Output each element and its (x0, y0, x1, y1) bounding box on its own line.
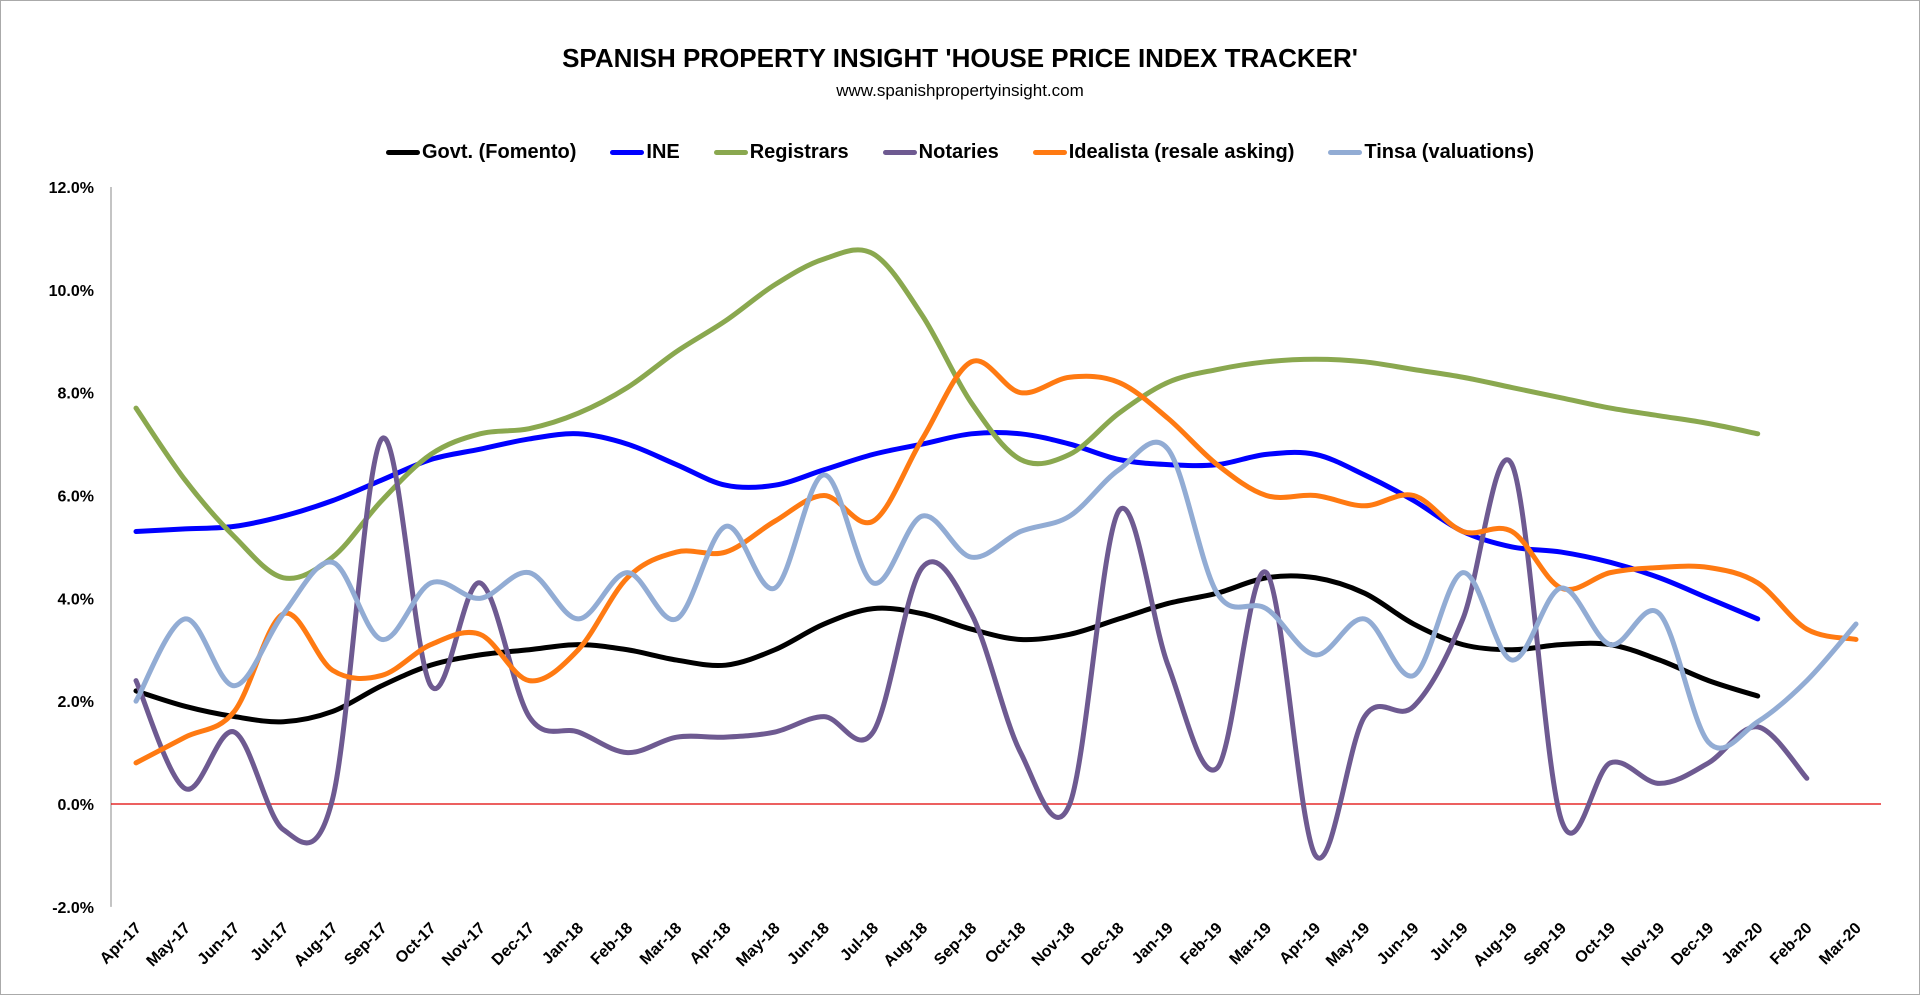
x-tick-label: Jun-19 (1374, 920, 1423, 969)
x-tick-label: Oct-18 (982, 920, 1029, 967)
legend-item: Notaries (882, 141, 999, 164)
legend-swatch (713, 150, 748, 155)
legend-label: Registrars (749, 141, 849, 163)
legend-label: Tinsa (valuations) (1364, 141, 1535, 163)
legend-label: Govt. (Fomento) (421, 141, 577, 163)
legend-label: INE (646, 141, 680, 163)
x-tick-label: Jul-17 (248, 920, 293, 965)
x-tick-label: Apr-19 (1276, 920, 1324, 968)
x-tick-label: Jan-18 (539, 920, 587, 968)
legend-item: INE (610, 141, 680, 164)
x-tick-label: May-18 (733, 920, 783, 970)
x-tick-label: Mar-18 (637, 920, 686, 969)
series-line-govt-fomento (133, 573, 1761, 725)
x-tick-label: Jan-19 (1129, 920, 1177, 968)
legend-item: Idealista (resale asking) (1032, 141, 1295, 164)
y-tick-label: 8.0% (58, 386, 94, 403)
legend-swatch (1328, 150, 1363, 155)
y-tick-label: 6.0% (58, 489, 94, 506)
x-tick-label: Jul-18 (837, 920, 882, 965)
x-tick-label: Jun-18 (784, 920, 833, 969)
x-tick-label: Nov-19 (1619, 920, 1669, 970)
legend-swatch (385, 150, 420, 155)
y-tick-label: -2.0% (52, 900, 94, 917)
x-tick-label: Feb-18 (588, 920, 637, 969)
x-tick-label: Aug-19 (1470, 920, 1520, 970)
x-tick-label: Dec-18 (1079, 920, 1128, 969)
x-tick-label: Aug-18 (881, 920, 931, 970)
x-tick-label: Oct-19 (1572, 920, 1619, 967)
y-tick-label: 2.0% (58, 694, 94, 711)
x-tick-label: Mar-20 (1816, 920, 1865, 969)
x-tick-label: Sep-18 (931, 920, 980, 969)
x-tick-label: Oct-17 (392, 920, 439, 967)
x-tick-label: Sep-17 (341, 920, 390, 969)
legend-item: Govt. (Fomento) (385, 141, 577, 164)
x-tick-label: Dec-19 (1668, 920, 1717, 969)
y-tick-label: 0.0% (58, 797, 94, 814)
series-line-registrars (133, 247, 1761, 581)
x-tick-label: Sep-19 (1521, 920, 1570, 969)
x-tick-label: May-19 (1323, 920, 1373, 970)
x-tick-label: Aug-17 (291, 920, 341, 970)
x-tick-label: Apr-17 (97, 920, 145, 968)
x-tick-label: Dec-17 (489, 920, 538, 969)
x-tick-label: Apr-18 (687, 920, 735, 968)
chart-title: SPANISH PROPERTY INSIGHT 'HOUSE PRICE IN… (562, 43, 1358, 73)
x-tick-label: Mar-19 (1227, 920, 1276, 969)
x-tick-label: Jun-17 (195, 920, 244, 969)
y-tick-label: 4.0% (58, 591, 94, 608)
legend: Govt. (Fomento) INE Registrars Notaries Idea… (1, 141, 1919, 164)
legend-label: Idealista (resale asking) (1068, 141, 1295, 163)
chart-subtitle: www.spanishpropertyinsight.com (836, 81, 1084, 100)
x-tick-label: May-17 (144, 920, 194, 970)
x-tick-label: Feb-19 (1177, 920, 1226, 969)
legend-label: Notaries (918, 141, 999, 163)
series-line-notaries (133, 435, 1810, 861)
x-tick-label: Nov-17 (439, 920, 489, 970)
legend-item: Registrars (713, 141, 849, 164)
legend-item: Tinsa (valuations) (1328, 141, 1534, 164)
y-tick-label: 10.0% (49, 283, 94, 300)
x-tick-label: Jul-19 (1427, 920, 1472, 965)
legend-swatch (610, 150, 645, 155)
legend-swatch (882, 150, 917, 155)
series-line-ine (133, 430, 1761, 622)
x-tick-label: Nov-18 (1029, 920, 1079, 970)
legend-swatch (1032, 150, 1067, 155)
x-tick-label: Jan-20 (1719, 920, 1767, 968)
series-line-tinsa-valuations (133, 439, 1859, 751)
y-tick-label: 12.0% (49, 180, 94, 197)
x-tick-label: Feb-20 (1767, 920, 1816, 969)
